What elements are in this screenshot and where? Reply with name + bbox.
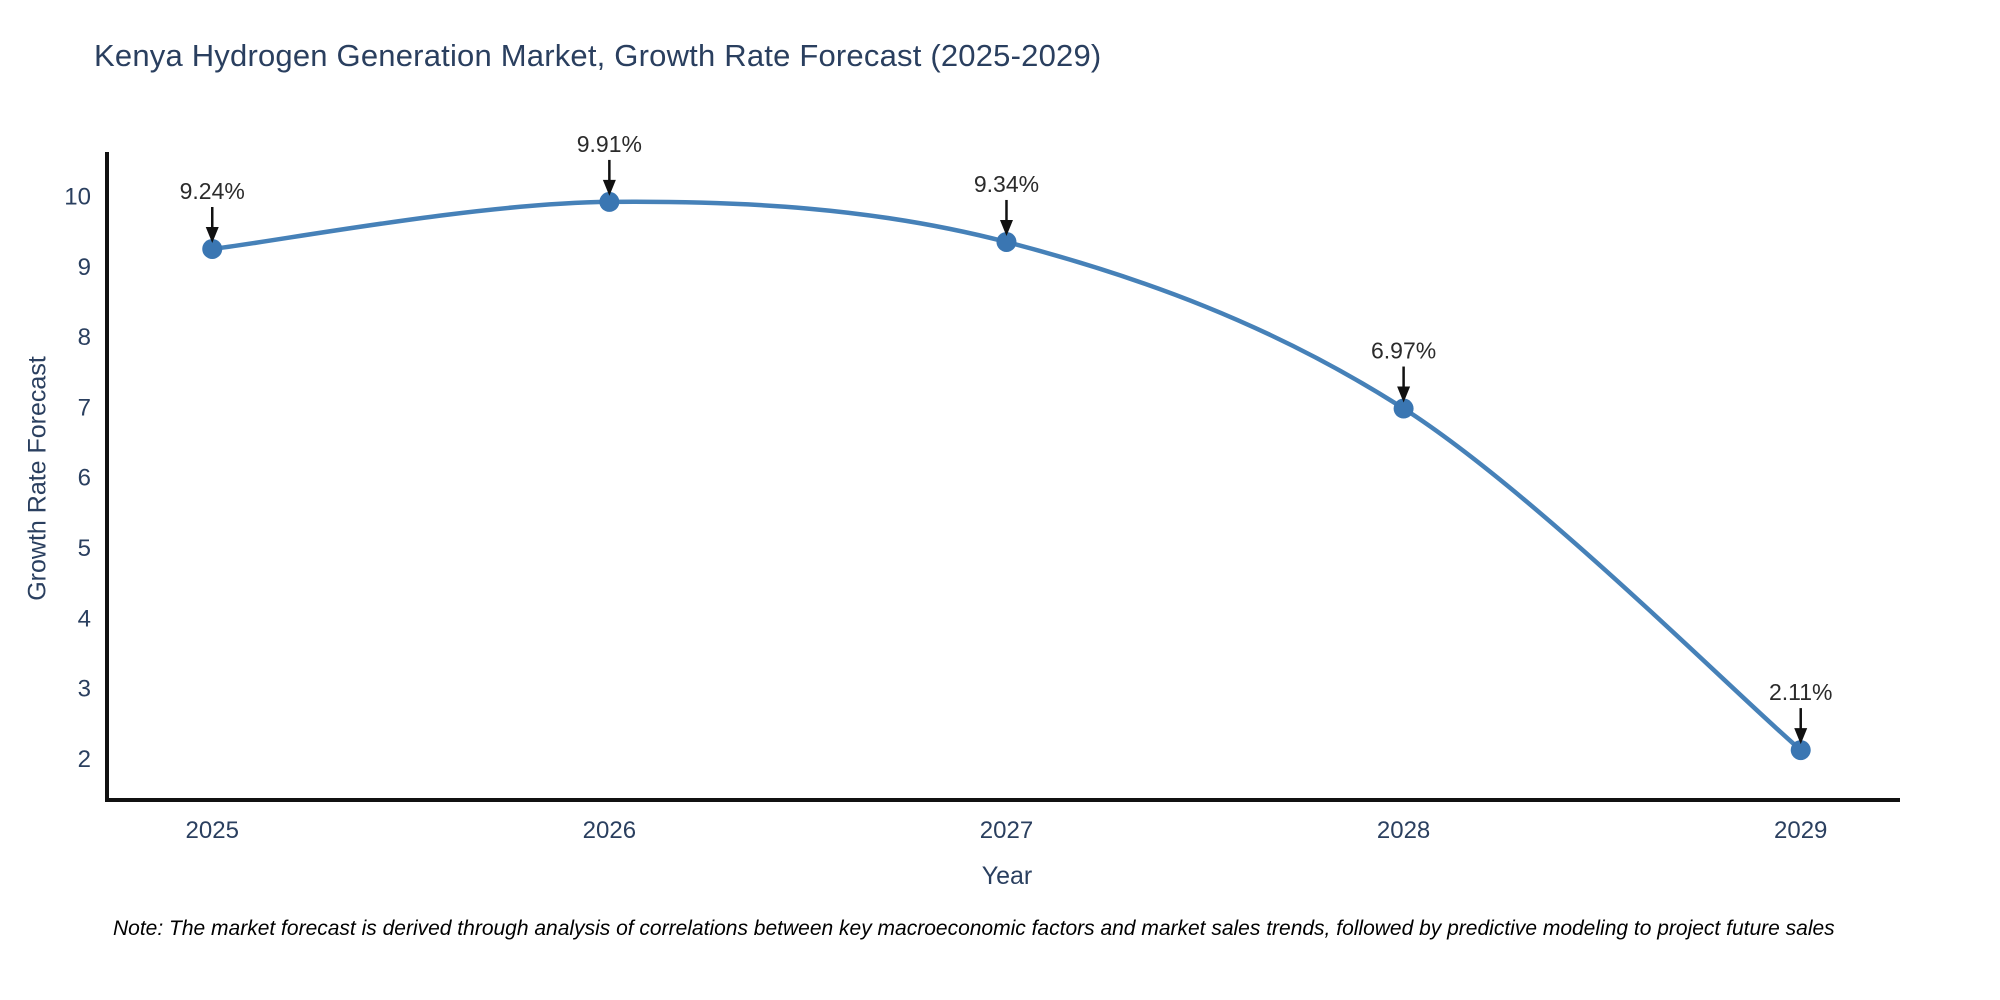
y-tick-label: 5: [78, 535, 91, 562]
data-point-marker: [1393, 398, 1414, 419]
y-tick-label: 4: [78, 605, 91, 632]
x-tick-label: 2026: [583, 817, 636, 844]
annotation-arrowhead-icon: [205, 226, 219, 243]
data-point-label: 9.34%: [974, 171, 1039, 197]
chart-title: Kenya Hydrogen Generation Market, Growth…: [94, 38, 1102, 73]
y-tick-label: 2: [78, 746, 91, 773]
x-tick-label: 2028: [1377, 817, 1430, 844]
y-tick-label: 7: [78, 394, 91, 421]
y-tick-label: 8: [78, 324, 91, 351]
y-tick-label: 9: [78, 254, 91, 281]
y-tick-label: 3: [78, 676, 91, 703]
data-point-label: 9.91%: [577, 131, 642, 157]
y-tick-label: 6: [78, 465, 91, 492]
data-point-marker: [599, 191, 620, 212]
forecast-line: [209, 199, 1803, 753]
data-point-marker: [1790, 740, 1811, 761]
footnote-text: Note: The market forecast is derived thr…: [113, 917, 1835, 940]
x-tick-label: 2029: [1774, 817, 1827, 844]
axis-spines: [105, 152, 1900, 802]
annotation-arrowhead-icon: [1397, 386, 1411, 403]
x-tick-label: 2027: [980, 817, 1033, 844]
data-point-marker: [996, 231, 1017, 252]
annotation-arrowhead-icon: [602, 179, 616, 196]
data-point-label: 2.11%: [1769, 679, 1833, 705]
annotation-arrowhead-icon: [999, 219, 1013, 236]
data-point-label: 6.97%: [1371, 338, 1436, 364]
y-tick-label: 10: [64, 184, 91, 211]
x-tick-label: 2025: [186, 817, 239, 844]
x-axis-title: Year: [981, 862, 1033, 890]
data-point-label: 9.24%: [180, 178, 245, 204]
data-point-marker: [202, 238, 223, 259]
annotation-arrowhead-icon: [1794, 728, 1808, 745]
